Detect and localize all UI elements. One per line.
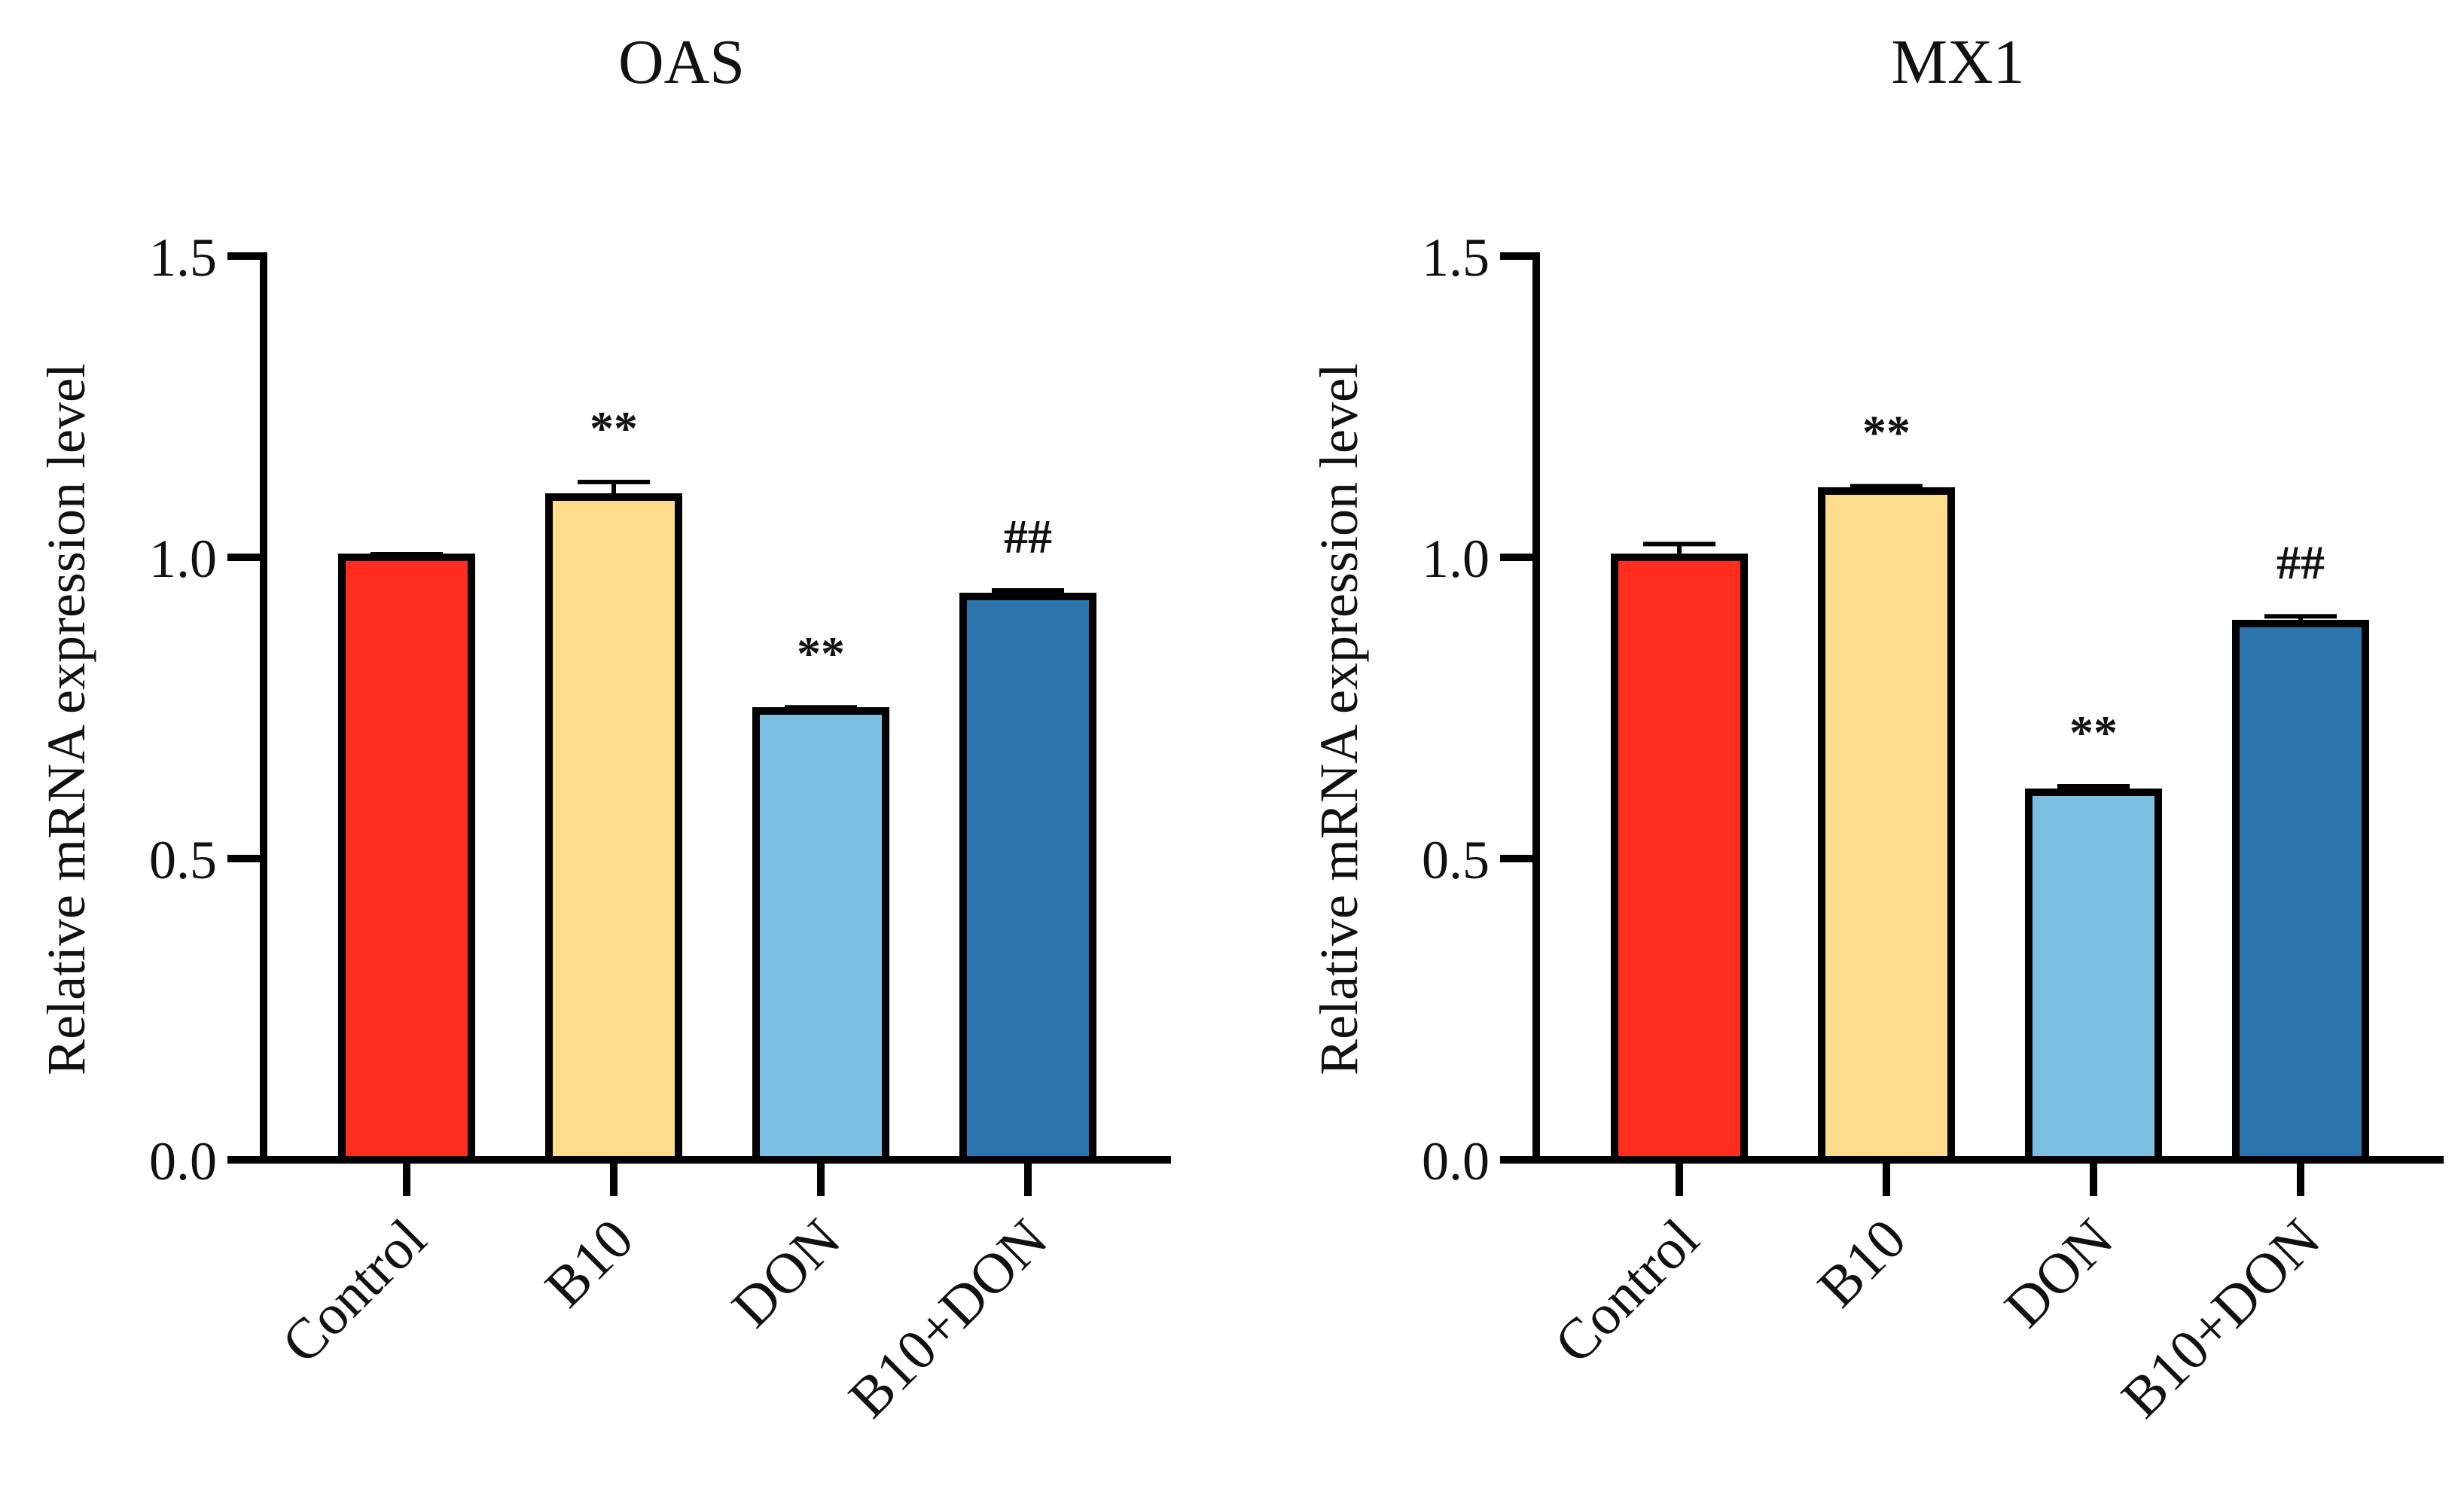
y-tick-label: 0.0 bbox=[149, 1131, 217, 1191]
x-tick-label: Control bbox=[270, 1207, 438, 1376]
bar-b10-don bbox=[2232, 620, 2369, 1164]
y-tick-label: 1.0 bbox=[1422, 529, 1490, 589]
y-tick-label: 0.0 bbox=[1422, 1131, 1490, 1191]
bar-control bbox=[338, 554, 475, 1164]
significance-label: ** bbox=[2069, 706, 2118, 759]
bar-don bbox=[752, 707, 889, 1164]
bar-b10 bbox=[545, 493, 682, 1164]
significance-label: ## bbox=[2276, 535, 2325, 589]
y-tick-label: 0.5 bbox=[149, 830, 217, 890]
y-tick-label: 0.5 bbox=[1422, 830, 1490, 890]
x-tick-label: B10+DON bbox=[2109, 1207, 2332, 1430]
bar-b10-don bbox=[959, 593, 1096, 1164]
chart-panel-oas: OAS Relative mRNA expression level Control… bbox=[36, 27, 1171, 1429]
chart-panel-mx1: MX1 Relative mRNA expression level Control… bbox=[1309, 27, 2444, 1429]
x-tick-label: DON bbox=[720, 1207, 852, 1340]
bar-b10 bbox=[1818, 487, 1955, 1164]
significance-label: ** bbox=[590, 401, 638, 455]
y-tick-label: 1.0 bbox=[149, 529, 217, 589]
chart-title: OAS bbox=[618, 27, 745, 97]
bar-control bbox=[1611, 554, 1748, 1164]
y-axis-label: Relative mRNA expression level bbox=[1309, 363, 1369, 1075]
y-tick-label: 1.5 bbox=[149, 227, 217, 288]
x-tick-label: B10 bbox=[1806, 1207, 1918, 1320]
chart-title: MX1 bbox=[1891, 27, 2024, 97]
y-axis-label: Relative mRNA expression level bbox=[36, 363, 96, 1075]
x-tick-label: Control bbox=[1542, 1207, 1711, 1376]
significance-label: ** bbox=[797, 627, 845, 680]
x-tick-label: B10 bbox=[533, 1207, 645, 1320]
x-tick-label: DON bbox=[1993, 1207, 2125, 1340]
y-tick-label: 1.5 bbox=[1422, 227, 1490, 288]
significance-label: ** bbox=[1862, 406, 1911, 459]
significance-label: ## bbox=[1004, 510, 1052, 563]
bar-don bbox=[2025, 789, 2162, 1164]
x-tick-label: B10+DON bbox=[837, 1207, 1060, 1430]
